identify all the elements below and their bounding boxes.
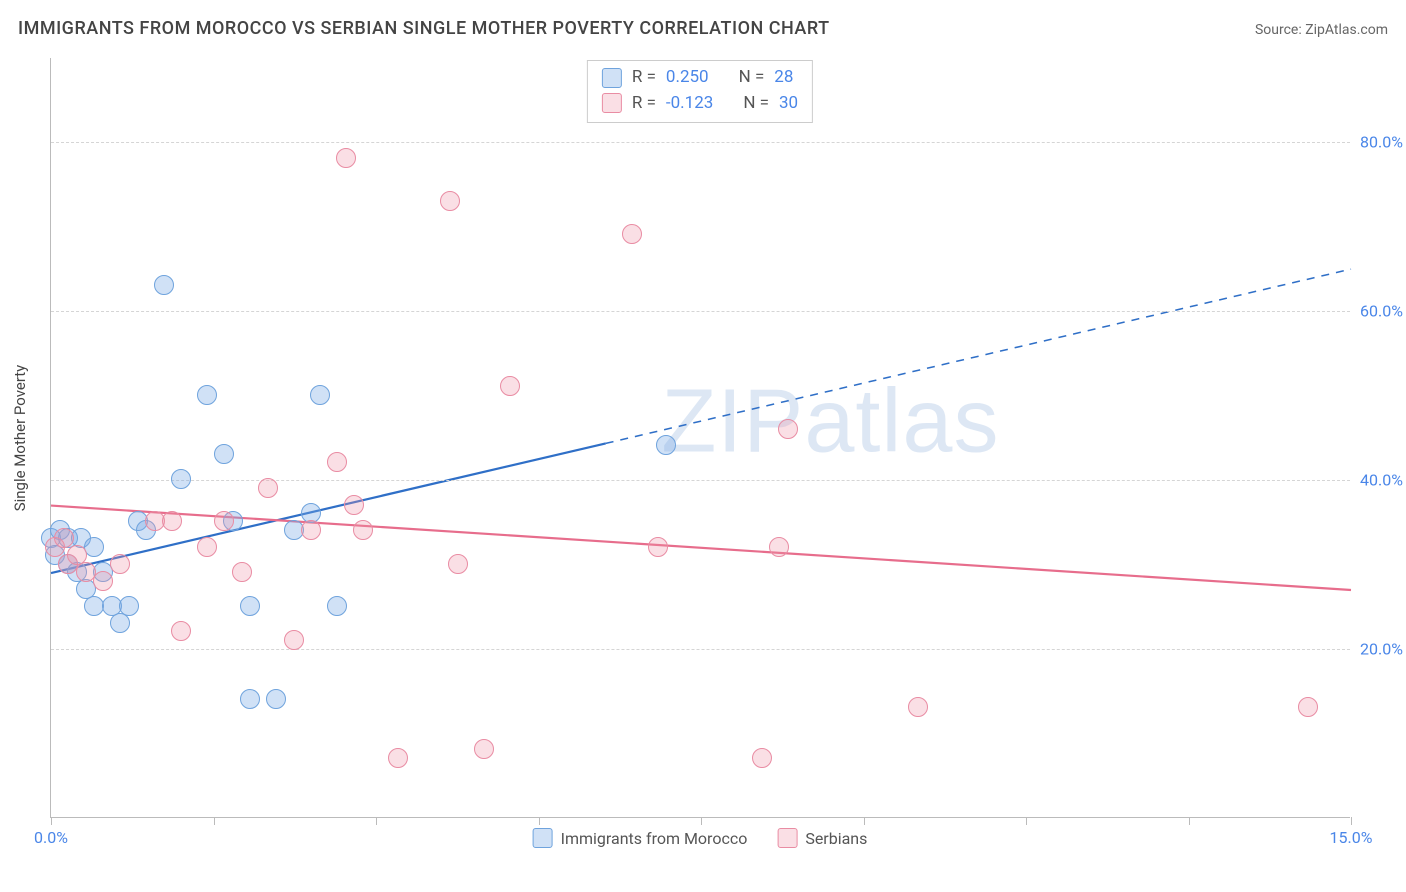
data-point-serbians [284,630,304,650]
data-point-serbians [232,562,252,582]
watermark: ZIPatlas [661,371,999,474]
x-tick [864,817,865,825]
data-point-morocco [266,689,286,709]
gridline [51,142,1350,143]
stat-n-label: N = [739,65,765,91]
series-legend: Immigrants from Morocco Serbians [533,828,868,848]
stat-r-label: R = [632,65,656,91]
data-point-serbians [301,520,321,540]
x-tick [539,817,540,825]
data-point-serbians [344,495,364,515]
stat-n-label: N = [743,91,769,117]
swatch-morocco [533,828,553,848]
data-point-morocco [171,469,191,489]
gridline [51,311,1350,312]
x-tick-label-left: 0.0% [34,828,68,847]
y-tick-label: 80.0% [1360,133,1406,152]
stats-row-serbians: R = -0.123 N = 30 [602,91,798,117]
source-name: ZipAtlas.com [1305,22,1388,38]
data-point-serbians [353,520,373,540]
data-point-morocco [84,537,104,557]
source-label: Source: ZipAtlas.com [1255,22,1388,38]
stat-r-value: 0.250 [666,65,709,91]
stat-r-label: R = [632,91,656,117]
data-point-serbians [197,537,217,557]
y-tick-label: 40.0% [1360,471,1406,490]
x-tick [1026,817,1027,825]
x-tick [376,817,377,825]
chart-title: IMMIGRANTS FROM MOROCCO VS SERBIAN SINGL… [18,18,830,39]
stat-n-value: 30 [779,91,798,117]
data-point-morocco [656,435,676,455]
data-point-serbians [778,419,798,439]
data-point-serbians [1298,697,1318,717]
trendline-dashed-morocco [606,269,1351,443]
data-point-morocco [214,444,234,464]
data-point-serbians [93,571,113,591]
data-point-serbians [110,554,130,574]
source-prefix: Source: [1255,22,1305,38]
legend-label: Serbians [805,829,867,848]
swatch-serbians [602,93,622,113]
plot-area: ZIPatlas 20.0%40.0%60.0%80.0%0.0%15.0% [50,58,1350,818]
y-tick-label: 60.0% [1360,302,1406,321]
data-point-morocco [197,385,217,405]
data-point-serbians [769,537,789,557]
x-tick [701,817,702,825]
data-point-serbians [54,528,74,548]
stats-row-morocco: R = 0.250 N = 28 [602,65,798,91]
stat-r-value: -0.123 [666,91,713,117]
x-tick [214,817,215,825]
data-point-morocco [119,596,139,616]
data-point-serbians [622,224,642,244]
swatch-serbians [777,828,797,848]
data-point-serbians [648,537,668,557]
y-tick-label: 20.0% [1360,640,1406,659]
stats-legend: R = 0.250 N = 28 R = -0.123 N = 30 [587,60,813,123]
x-tick [1189,817,1190,825]
swatch-morocco [602,68,622,88]
data-point-serbians [500,376,520,396]
data-point-morocco [327,596,347,616]
data-point-serbians [752,748,772,768]
data-point-serbians [908,697,928,717]
data-point-serbians [440,191,460,211]
legend-label: Immigrants from Morocco [561,829,748,848]
data-point-serbians [258,478,278,498]
gridline [51,649,1350,650]
gridline [51,480,1350,481]
data-point-serbians [336,148,356,168]
data-point-morocco [240,689,260,709]
data-point-serbians [171,621,191,641]
x-tick [1351,817,1352,825]
x-tick [51,817,52,825]
data-point-serbians [327,452,347,472]
data-point-serbians [448,554,468,574]
data-point-serbians [474,739,494,759]
legend-item-morocco: Immigrants from Morocco [533,828,748,848]
x-tick-label-right: 15.0% [1330,828,1373,847]
data-point-morocco [310,385,330,405]
data-point-morocco [240,596,260,616]
y-axis-label: Single Mother Poverty [11,365,29,512]
data-point-serbians [388,748,408,768]
legend-item-serbians: Serbians [777,828,867,848]
plot-wrap: Single Mother Poverty ZIPatlas 20.0%40.0… [50,58,1350,818]
data-point-serbians [214,511,234,531]
data-point-serbians [162,511,182,531]
stat-n-value: 28 [774,65,793,91]
data-point-morocco [154,275,174,295]
